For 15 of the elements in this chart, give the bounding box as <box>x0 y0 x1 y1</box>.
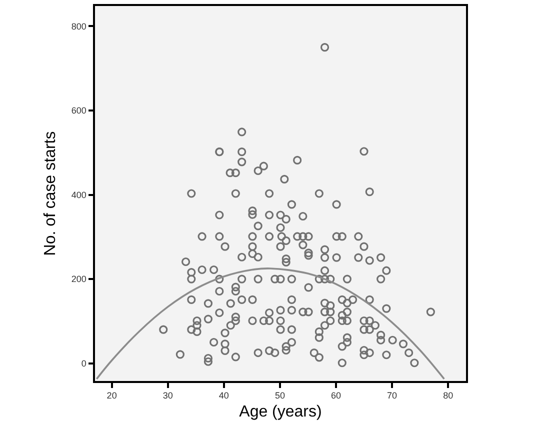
x-tick-label: 20 <box>106 390 117 401</box>
x-tick-label: 30 <box>162 390 173 401</box>
y-tick-label: 800 <box>71 21 86 32</box>
x-axis-title: Age (years) <box>239 404 322 421</box>
y-tick-label: 600 <box>71 106 86 116</box>
y-axis-title: No. of case starts <box>42 131 59 256</box>
x-tick-label: 40 <box>218 390 229 401</box>
x-tick-label: 70 <box>387 390 398 401</box>
x-tick-label: 80 <box>443 390 454 401</box>
line-series <box>96 268 446 380</box>
y-tick-label: 0 <box>81 358 86 368</box>
y-tick-label: 200 <box>71 274 86 284</box>
x-tick-label: 60 <box>330 390 341 401</box>
x-tick-label: 50 <box>274 390 285 401</box>
y-tick-label: 400 <box>71 190 86 200</box>
